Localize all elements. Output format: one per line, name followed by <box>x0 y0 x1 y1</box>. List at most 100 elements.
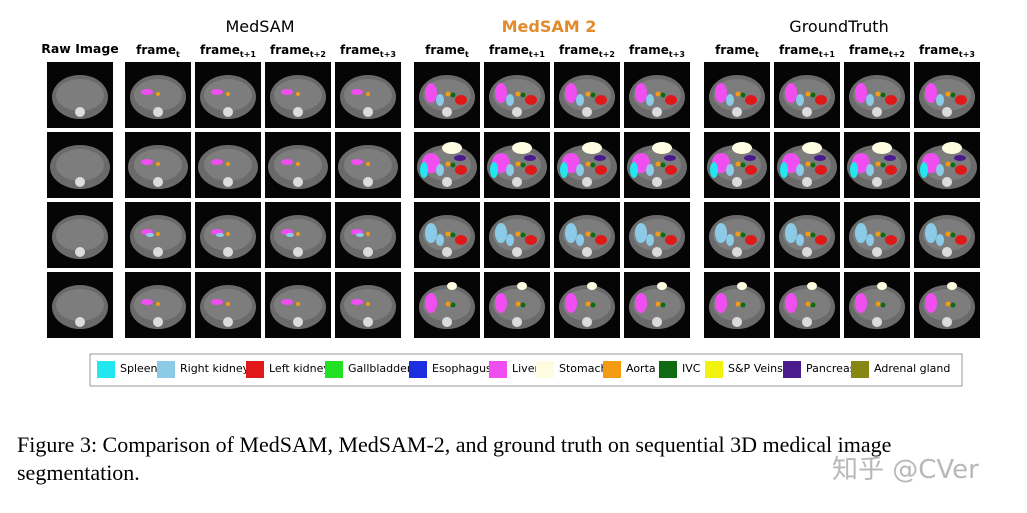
frame-text: frame <box>849 43 889 57</box>
spine <box>363 247 373 257</box>
caption-line: segmentation. <box>17 460 140 485</box>
legend-label: Left kidney <box>269 362 330 375</box>
spine <box>732 177 742 187</box>
organ <box>420 162 428 178</box>
abdomen <box>56 149 104 181</box>
frame-text: frame <box>200 43 240 57</box>
organ <box>945 161 951 167</box>
legend-swatch <box>325 361 343 378</box>
organ <box>525 235 537 245</box>
frame-text: frame <box>340 43 380 57</box>
frame-text: frame <box>270 43 310 57</box>
frame-text: frame <box>629 43 669 57</box>
organ <box>880 92 886 98</box>
organ <box>955 165 967 175</box>
organ <box>450 232 456 238</box>
organ <box>942 142 962 154</box>
organ <box>226 232 230 236</box>
organ <box>506 234 514 246</box>
organ <box>156 92 160 96</box>
spine <box>442 247 452 257</box>
frame-text: frame <box>136 43 176 57</box>
organ <box>810 302 816 308</box>
spine <box>732 107 742 117</box>
organ <box>515 301 521 307</box>
organ <box>590 232 596 238</box>
organ <box>211 89 223 95</box>
spine <box>942 247 952 257</box>
organ <box>595 95 607 105</box>
organ <box>594 155 606 161</box>
organ <box>885 235 897 245</box>
frame-sub: t+2 <box>889 50 905 59</box>
legend-label: Pancreas <box>806 362 856 375</box>
organ <box>445 161 451 167</box>
organ <box>805 161 811 167</box>
organ <box>582 142 602 154</box>
organ <box>447 282 457 290</box>
organ <box>425 83 437 103</box>
organ <box>655 161 661 167</box>
organ <box>726 164 734 176</box>
spine <box>652 247 662 257</box>
organ <box>810 232 816 238</box>
spine <box>223 107 233 117</box>
organ <box>735 231 741 237</box>
organ <box>850 162 858 178</box>
organ <box>936 94 944 106</box>
spine <box>512 317 522 327</box>
organ <box>660 162 666 168</box>
frame-label: framet+2 <box>849 43 905 59</box>
organ <box>226 92 230 96</box>
spine <box>802 247 812 257</box>
group-title: GroundTruth <box>789 17 888 36</box>
organ <box>281 89 293 95</box>
frame-label: framet <box>425 43 469 59</box>
spine <box>363 317 373 327</box>
frame-sub: t+1 <box>529 50 546 59</box>
organ <box>802 142 822 154</box>
organ <box>805 301 811 307</box>
organ <box>576 164 584 176</box>
organ <box>211 299 223 305</box>
organ <box>735 161 741 167</box>
watermark: 知乎 @CVer <box>832 455 979 485</box>
spine <box>442 317 452 327</box>
frame-label: framet+1 <box>200 43 256 59</box>
spine <box>582 177 592 187</box>
legend-swatch <box>783 361 801 378</box>
organ <box>664 155 676 161</box>
spine <box>802 107 812 117</box>
organ <box>715 223 727 243</box>
organ <box>281 299 293 305</box>
organ <box>875 91 881 97</box>
organ <box>945 91 951 97</box>
organ <box>635 83 647 103</box>
frame-label: framet+3 <box>629 43 685 59</box>
frame-sub: t+3 <box>380 50 396 59</box>
organ <box>585 91 591 97</box>
spine <box>293 247 303 257</box>
organ <box>146 233 154 237</box>
organ <box>805 231 811 237</box>
organ <box>296 162 300 166</box>
organ <box>450 92 456 98</box>
legend-swatch <box>97 361 115 378</box>
spine <box>652 107 662 117</box>
organ <box>920 162 928 178</box>
organ <box>351 89 363 95</box>
organ <box>646 164 654 176</box>
organ <box>454 155 466 161</box>
organ <box>565 293 577 313</box>
organ <box>947 282 957 290</box>
organ <box>351 159 363 165</box>
organ <box>785 83 797 103</box>
organ <box>880 162 886 168</box>
organ <box>885 95 897 105</box>
organ <box>925 293 937 313</box>
organ <box>635 293 647 313</box>
legend-label: IVC <box>682 362 701 375</box>
organ <box>442 142 462 154</box>
organ <box>296 92 300 96</box>
legend-label: Gallbladder <box>348 362 412 375</box>
